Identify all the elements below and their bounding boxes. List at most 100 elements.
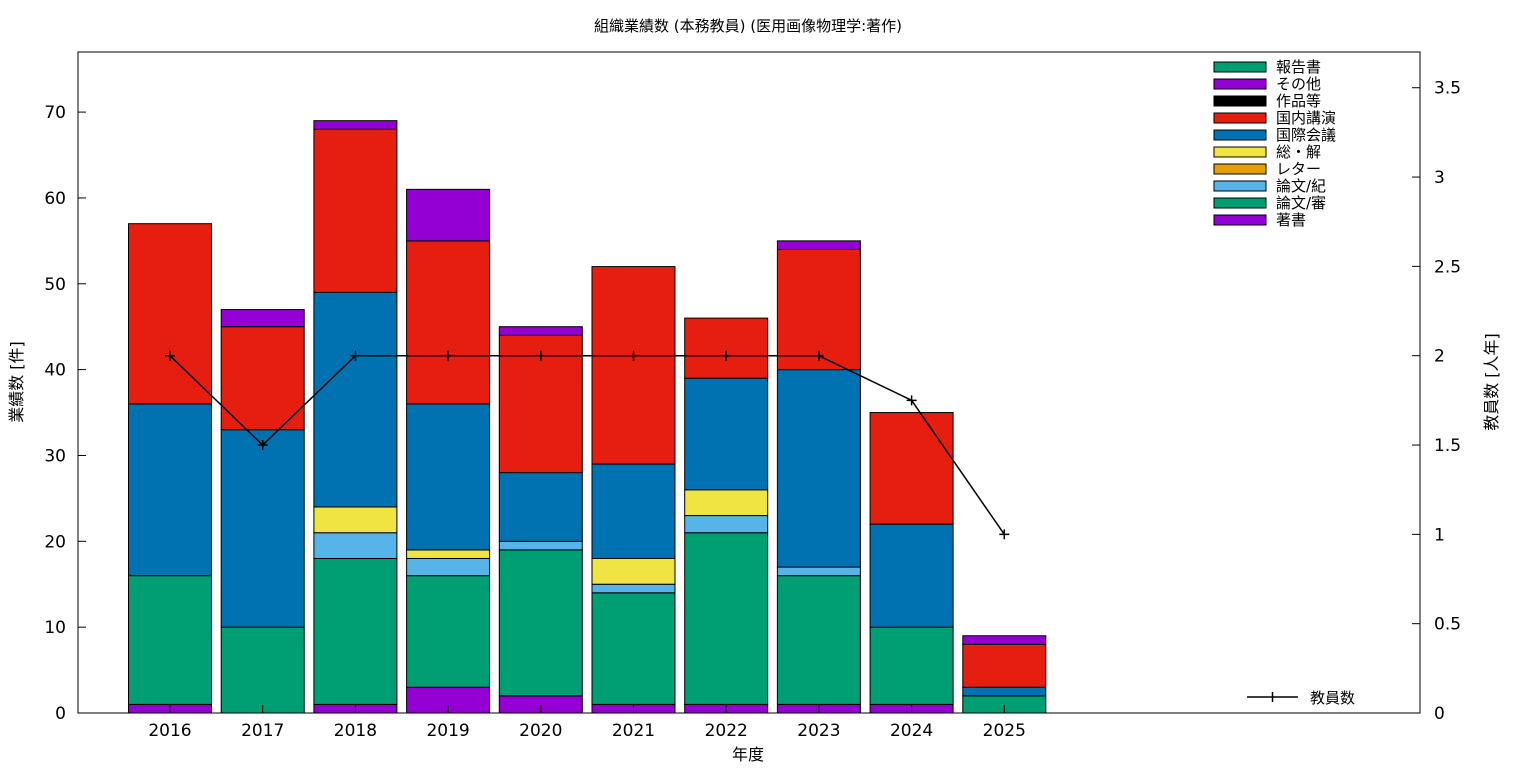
legend-swatch: [1213, 78, 1267, 90]
x-axis: 2016 2017 2018 2019 2020 2021 2022 2023 2024 2025: [148, 705, 1026, 741]
staff-point-marker: [628, 350, 639, 361]
y-tick-label: 30: [44, 446, 66, 466]
bar-segment: [962, 686, 1047, 697]
bar-segment: [220, 429, 305, 628]
bar-segment: [406, 240, 491, 405]
bar-segment: [220, 326, 305, 431]
legend-label: 論文/審: [1276, 194, 1326, 212]
x-axis-label: 年度: [732, 745, 764, 764]
line-legend-label: 教員数: [1310, 689, 1355, 707]
y2-tick-label: 2: [1434, 347, 1445, 367]
bar-segment: [313, 557, 398, 705]
bar-segment: [406, 575, 491, 688]
bar-segment: [962, 643, 1047, 688]
line-legend: 教員数: [1247, 689, 1355, 707]
y-tick-label: 20: [44, 532, 66, 552]
y-axis-left: 0 10 20 30 40 50 60 70: [44, 103, 86, 724]
x-tick-label: 2016: [148, 721, 191, 741]
y-axis-label: 業績数 [件]: [7, 341, 26, 423]
legend-label: 論文/紀: [1276, 177, 1326, 195]
bar-segment: [220, 309, 305, 328]
bar-segment: [591, 463, 676, 559]
bar-stacks: [128, 120, 1047, 714]
bar-segment: [406, 557, 491, 577]
staff-point-marker: [813, 350, 824, 361]
legend-label: その他: [1276, 75, 1321, 93]
legend-swatch: [1213, 163, 1267, 175]
staff-point-marker: [165, 350, 175, 361]
legend-swatch: [1213, 146, 1267, 158]
legend-label: 著書: [1276, 211, 1306, 229]
y2-axis-label: 教員数 [人年]: [1482, 333, 1501, 431]
bar-segment: [684, 317, 769, 379]
x-tick-label: 2024: [890, 721, 933, 741]
bar-segment: [869, 523, 954, 628]
legend-swatch: [1213, 112, 1267, 124]
bar-segment: [776, 575, 861, 705]
x-tick-label: 2021: [612, 721, 655, 741]
bar-segment: [869, 412, 954, 525]
y-tick-label: 60: [44, 189, 66, 209]
bar-segment: [313, 506, 398, 534]
bar-segment: [684, 515, 769, 534]
legend-swatch: [1213, 197, 1267, 209]
bar-segment: [406, 549, 491, 559]
y2-tick-label: 3.5: [1434, 79, 1461, 99]
staff-point-marker: [350, 350, 361, 361]
staff-line: [165, 350, 1010, 540]
y-tick-label: 0: [55, 704, 66, 724]
staff-line-path: [169, 354, 1005, 535]
bar-segment: [128, 223, 212, 405]
y-tick-label: 10: [44, 618, 66, 638]
x-tick-label: 2025: [983, 721, 1026, 741]
bar-segment: [869, 626, 954, 705]
legend-swatch: [1213, 95, 1267, 107]
y2-tick-label: 1.5: [1434, 436, 1461, 456]
y2-tick-label: 0: [1434, 704, 1445, 724]
bar-segment: [776, 248, 861, 371]
staff-point-marker: [906, 395, 917, 406]
bar-segment: [776, 369, 861, 568]
legend-label: 国内講演: [1276, 109, 1336, 127]
bar-segment: [498, 472, 583, 542]
staff-point-marker: [443, 350, 454, 361]
bar-segment: [776, 566, 861, 577]
bar-segment: [313, 120, 398, 130]
bar-segment: [220, 626, 305, 714]
bar-segment: [962, 635, 1047, 645]
bar-segment: [406, 403, 491, 551]
bar-segment: [591, 583, 676, 594]
bar-segment: [684, 377, 769, 491]
bar-segment: [498, 326, 583, 336]
bar-segment: [406, 188, 491, 242]
x-tick-label: 2020: [519, 721, 562, 741]
bar-segment: [591, 592, 676, 705]
y2-tick-label: 0.5: [1434, 615, 1461, 635]
staff-point-marker: [257, 440, 268, 451]
x-tick-label: 2018: [334, 721, 377, 741]
y-axis-right: 0 0.5 1 1.5 2 2.5 3 3.5: [1412, 79, 1461, 724]
legend-label: 総・解: [1276, 143, 1321, 161]
y2-tick-label: 3: [1434, 168, 1445, 188]
staff-point-marker: [535, 350, 546, 361]
bar-segment: [128, 575, 212, 705]
bar-segment: [313, 128, 398, 293]
legend-label: 報告書: [1276, 58, 1321, 76]
staff-point-marker: [721, 350, 732, 361]
bar-segment: [591, 557, 676, 585]
legend-label: 国際会議: [1276, 126, 1336, 144]
y2-tick-label: 2.5: [1434, 257, 1461, 277]
bar-segment: [684, 489, 769, 517]
x-tick-label: 2017: [241, 721, 284, 741]
y-tick-label: 70: [44, 103, 66, 123]
bar-segment: [498, 540, 583, 551]
legend-label: レター: [1276, 160, 1321, 178]
bar-segment: [313, 532, 398, 559]
staff-point-marker: [999, 529, 1010, 540]
chart-title: 組織業績数 (本務教員) (医用画像物理学:著作): [594, 17, 902, 35]
bar-segment: [591, 266, 676, 465]
bar-segment: [128, 403, 212, 577]
x-tick-label: 2019: [426, 721, 469, 741]
